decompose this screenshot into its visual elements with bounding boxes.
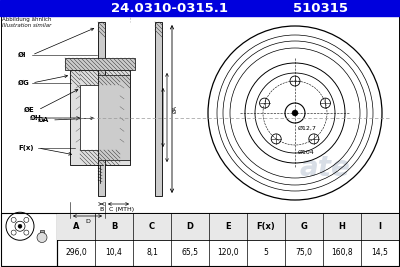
Text: 296,0: 296,0 bbox=[65, 248, 87, 257]
Text: 5: 5 bbox=[264, 248, 268, 257]
Bar bbox=[1, 16, 399, 213]
Text: 14,5: 14,5 bbox=[372, 248, 388, 257]
Bar bbox=[155, 22, 162, 196]
Text: ate: ate bbox=[300, 154, 350, 182]
Circle shape bbox=[292, 110, 298, 116]
Text: A: A bbox=[73, 222, 79, 231]
Text: I: I bbox=[378, 222, 382, 231]
Bar bbox=[57, 213, 399, 239]
Bar bbox=[57, 213, 399, 266]
Bar bbox=[0, 0, 400, 16]
Text: 160,8: 160,8 bbox=[331, 248, 353, 257]
Text: ØA: ØA bbox=[173, 105, 178, 113]
Text: Abbildung ähnlich: Abbildung ähnlich bbox=[2, 17, 52, 22]
Text: E: E bbox=[225, 222, 231, 231]
Text: 510315: 510315 bbox=[292, 2, 348, 14]
Text: Ø12,7: Ø12,7 bbox=[298, 126, 317, 131]
Bar bbox=[40, 230, 44, 238]
Text: Ø104: Ø104 bbox=[298, 150, 315, 155]
Bar bbox=[80, 85, 120, 150]
Text: F(x): F(x) bbox=[257, 222, 275, 231]
Text: C (MTH): C (MTH) bbox=[109, 207, 134, 212]
Text: F(x): F(x) bbox=[18, 145, 34, 151]
Text: ØG: ØG bbox=[18, 80, 30, 86]
Text: H: H bbox=[338, 222, 346, 231]
Text: 120,0: 120,0 bbox=[217, 248, 239, 257]
Bar bbox=[98, 22, 105, 196]
Text: G: G bbox=[300, 222, 308, 231]
Text: D: D bbox=[85, 219, 90, 224]
Text: ØE: ØE bbox=[24, 107, 35, 113]
Circle shape bbox=[37, 233, 47, 242]
Text: ØH: ØH bbox=[30, 115, 42, 121]
Bar bbox=[1, 213, 57, 266]
Text: 10,4: 10,4 bbox=[106, 248, 122, 257]
Text: 75,0: 75,0 bbox=[296, 248, 312, 257]
Bar bbox=[70, 70, 130, 165]
Text: ØI: ØI bbox=[18, 52, 26, 58]
Text: D: D bbox=[186, 222, 194, 231]
Bar bbox=[65, 58, 135, 70]
Text: 8,1: 8,1 bbox=[146, 248, 158, 257]
Text: C: C bbox=[149, 222, 155, 231]
Text: B: B bbox=[111, 222, 117, 231]
Text: 24.0310-0315.1: 24.0310-0315.1 bbox=[112, 2, 228, 14]
Text: B: B bbox=[99, 207, 104, 212]
Text: Illustration similar: Illustration similar bbox=[2, 23, 51, 28]
Text: 65,5: 65,5 bbox=[182, 248, 198, 257]
Text: ØA: ØA bbox=[38, 117, 49, 123]
Bar bbox=[98, 75, 130, 160]
Circle shape bbox=[18, 224, 22, 228]
